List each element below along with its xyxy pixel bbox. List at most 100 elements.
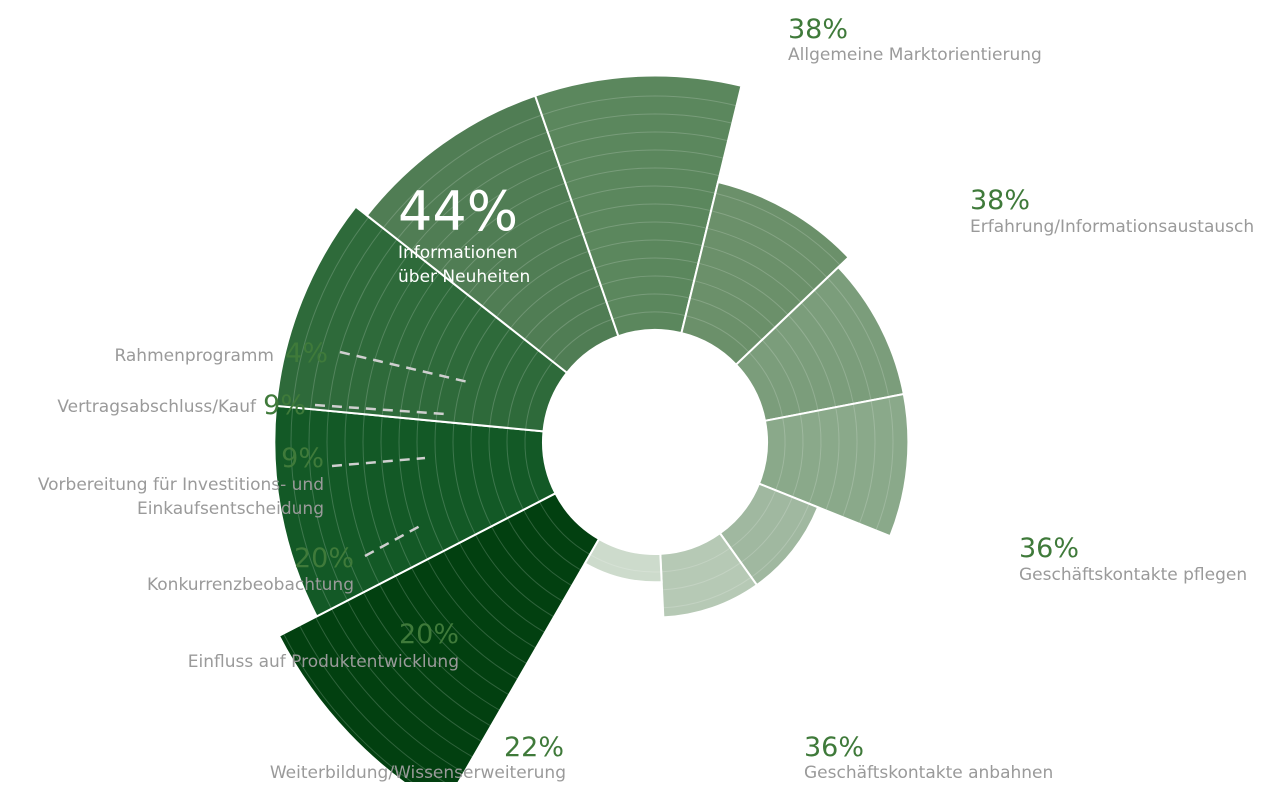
wedge-ring-line xyxy=(410,148,554,251)
wedge-ring-line xyxy=(489,339,525,427)
wedge-ring-line xyxy=(425,165,560,262)
wedge-ring-line xyxy=(582,221,707,235)
wedge-ring-line xyxy=(396,131,548,240)
wedge-ring-line xyxy=(594,257,699,269)
wedge-ring-line xyxy=(689,297,763,341)
wedge-ring-line xyxy=(538,301,607,351)
data-label-category: Allgemeine Marktorientierung xyxy=(788,45,1042,65)
wedge-ring-line xyxy=(344,412,380,585)
leader-line-vertragsabschluss xyxy=(314,403,446,416)
wedge-ring-line xyxy=(694,280,776,328)
wedge-ring-line xyxy=(612,311,686,320)
wedge-ring-line xyxy=(345,250,412,413)
data-label-value: 22% xyxy=(504,732,564,763)
wedge-ring-line xyxy=(363,261,426,415)
wedge-ring-line xyxy=(541,95,737,116)
wedge-ring-line xyxy=(547,113,733,133)
wedge-ring-line xyxy=(399,283,455,418)
wedge-ring-line xyxy=(475,534,555,618)
wedge-ring-line xyxy=(539,501,591,556)
leader-lines xyxy=(314,350,469,558)
wedge-ring-line xyxy=(524,429,540,502)
chart-wedge xyxy=(583,537,663,584)
wedge-ring-line xyxy=(398,417,428,560)
wedge-ring-line xyxy=(380,415,412,568)
wedge-ring-line xyxy=(800,302,854,404)
data-label-category: Rahmenprogramm xyxy=(114,346,274,366)
wedge-ring-line xyxy=(525,361,554,430)
wedge-ring-line xyxy=(327,238,398,411)
leader-line-konkurrenz xyxy=(364,524,421,558)
wedge-ring-line xyxy=(382,114,542,229)
wedge-ring-line xyxy=(495,250,590,318)
wedge-ring-line xyxy=(715,192,841,266)
wedge-ring-line xyxy=(875,396,894,531)
leader-line-rahmenprogramm xyxy=(339,350,469,384)
wedge-ring-line xyxy=(748,351,784,418)
wedge-ring-line xyxy=(427,559,528,665)
wedge-ring-line xyxy=(416,419,444,552)
wedge-ring-line xyxy=(523,509,582,571)
wedge-ring-line xyxy=(491,526,564,602)
wedge-ring-line xyxy=(761,339,801,415)
wedge-ring-line xyxy=(439,182,566,273)
data-label-value: 44% xyxy=(398,180,518,243)
data-label-category: über Neuheiten xyxy=(398,267,530,287)
wedge-ring-line xyxy=(326,410,364,593)
wedge-ring-line xyxy=(791,413,804,498)
chart-wedge xyxy=(680,180,851,367)
wedge-ring-line xyxy=(606,293,691,303)
wedge-ring-line xyxy=(662,576,752,609)
wedge-ring-line xyxy=(774,327,819,411)
wedge-ring-line xyxy=(685,315,750,353)
wedge-ring-line xyxy=(813,289,872,401)
wedge-ring-line xyxy=(363,592,492,727)
leader-line-vorbereitung xyxy=(331,456,426,468)
wedge-ring-line xyxy=(411,567,519,680)
data-label-category: Einkaufsentscheidung xyxy=(137,499,324,519)
wedge-ring-line xyxy=(453,199,572,285)
wedge-ring-line xyxy=(600,275,695,286)
wedge-ring-line xyxy=(290,407,332,610)
data-label-value: 38% xyxy=(788,14,848,45)
chart-wedge xyxy=(273,404,557,618)
wedge-ring-line xyxy=(459,542,546,633)
wedge-ring-line xyxy=(434,421,460,544)
chart-wedge xyxy=(274,205,569,433)
data-label-category: Vertragsabschluss/Kauf xyxy=(57,397,257,417)
wedge-ring-line xyxy=(553,131,729,150)
data-label-value: 20% xyxy=(399,619,459,650)
wedge-ring-line xyxy=(315,616,465,774)
data-label-value: 38% xyxy=(970,185,1030,216)
wedge-ring-line xyxy=(308,409,348,601)
chart-wedges xyxy=(273,74,910,787)
wedge-ring-line xyxy=(471,327,511,425)
wedge-ring-line xyxy=(381,272,441,417)
chart-wedge xyxy=(365,94,620,375)
wedge-ring-line xyxy=(750,503,810,578)
wedge-ring-line xyxy=(706,227,815,291)
wedge-ring-line xyxy=(787,314,837,408)
data-label-value: 9% xyxy=(281,443,324,474)
chart-wedge xyxy=(659,531,759,619)
wedge-ring-line xyxy=(588,239,703,252)
wedge-ring-line xyxy=(710,210,828,279)
wedge-ring-line xyxy=(661,547,731,573)
data-label-category: Geschäftskontakte anbahnen xyxy=(804,763,1053,782)
wedge-ring-line xyxy=(467,216,578,296)
chart-wedge xyxy=(734,265,905,422)
wedge-ring-line xyxy=(662,562,742,591)
wedge-ring-line xyxy=(702,245,802,303)
wedge-ring-line xyxy=(589,554,662,573)
wedge-ring-line xyxy=(299,625,454,787)
wedge-ring-line xyxy=(524,284,601,340)
wedge-ring-line xyxy=(698,262,789,316)
wedge-ring-line xyxy=(507,517,573,587)
data-label-category: Konkurrenzbeobachtung xyxy=(147,575,354,595)
wedge-ring-line xyxy=(576,203,712,218)
wedge-ring-line xyxy=(292,216,370,408)
data-label-value: 4% xyxy=(285,338,328,369)
wedge-ring-line xyxy=(481,233,584,307)
wedge-ring-line xyxy=(858,400,876,524)
